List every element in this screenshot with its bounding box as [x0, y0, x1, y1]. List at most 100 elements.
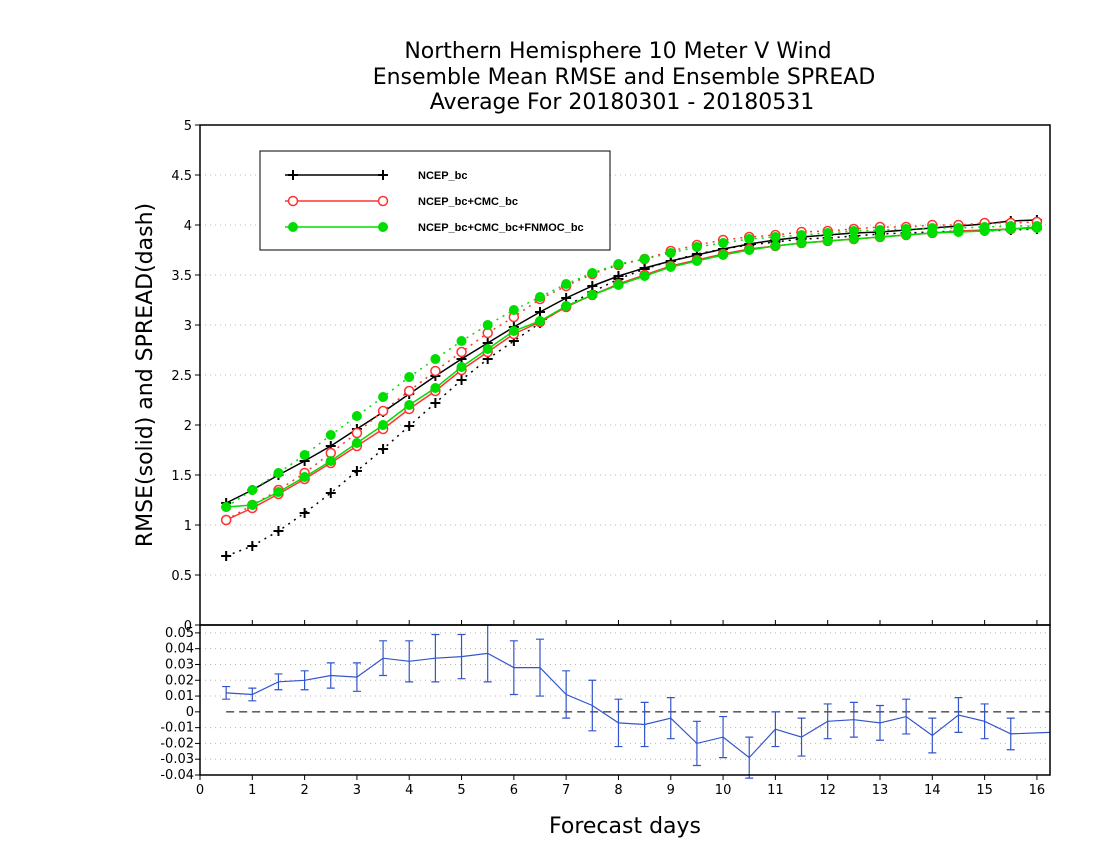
- error-bar: [719, 715, 728, 759]
- rmse-point: [587, 281, 598, 291]
- error-bar: [1006, 717, 1015, 751]
- bottom-plot-frame: [199, 624, 1051, 776]
- legend-label: NCEP_bc+CMC_bc: [418, 196, 518, 208]
- error-bar: [614, 698, 623, 748]
- spread-point: [404, 372, 415, 382]
- rmse-point: [665, 262, 676, 272]
- x-tick-label: 14: [924, 783, 941, 798]
- legend: NCEP_bc NCEP_bc+CMC_bc NCEP_bc+CMC_bc+FNMO…: [259, 150, 611, 251]
- rmse-point: [718, 250, 729, 260]
- rmse-point: [927, 228, 938, 238]
- error-bar: [431, 633, 440, 683]
- legend-entries: NCEP_bc NCEP_bc+CMC_bc NCEP_bc+CMC_bc+FNMO…: [285, 170, 584, 234]
- rmse-point: [691, 256, 702, 266]
- top-y-tick-label: 4.5: [171, 169, 192, 184]
- error-bar: [849, 701, 858, 738]
- error-bar: [248, 687, 257, 702]
- x-tick-label: 6: [510, 783, 518, 798]
- x-tick-label: 12: [819, 783, 836, 798]
- error-bar: [536, 638, 544, 697]
- top-gridlines: [200, 174, 1050, 576]
- rmse-point: [613, 280, 624, 290]
- error-bar: [980, 703, 989, 740]
- bottom-y-tick-label: -0.04: [160, 768, 194, 783]
- spread-point: [273, 526, 284, 536]
- legend-marker: [378, 222, 388, 232]
- rmse-point: [1005, 224, 1016, 234]
- bottom-y-tick-label: -0.01: [160, 721, 194, 736]
- error-bar: [876, 704, 884, 741]
- error-bar: [379, 640, 388, 677]
- legend-marker: [287, 195, 299, 207]
- error-bar: [405, 640, 414, 683]
- x-tick-label: 4: [405, 783, 413, 798]
- bottom-y-tick-label: -0.02: [160, 736, 194, 751]
- bottom-y-tick-label: 0: [186, 705, 194, 720]
- spread-point: [744, 234, 755, 244]
- error-bar: [928, 717, 937, 754]
- spread-point: [639, 254, 650, 264]
- error-bar: [823, 703, 832, 740]
- rmse-point: [325, 456, 336, 466]
- spread-point: [299, 450, 310, 460]
- top-y-tick-label: 2.5: [171, 369, 192, 384]
- top-y-tick-label: 2: [184, 419, 192, 434]
- legend-item-1: NCEP_bc: [285, 170, 468, 182]
- rmse-point: [1031, 223, 1042, 233]
- x-tick-label: 7: [562, 783, 570, 798]
- rmse-point: [273, 487, 284, 497]
- x-tick-label: 16: [1029, 783, 1046, 798]
- spread-point: [718, 238, 729, 248]
- error-bar: [457, 633, 466, 680]
- legend-item-2: NCEP_bc+CMC_bc: [285, 195, 518, 208]
- spread-point: [247, 485, 258, 495]
- spread-point: [378, 392, 389, 402]
- error-bar: [562, 670, 571, 719]
- difference-line: [226, 652, 1051, 759]
- bottom-y-tick-label: 0.05: [165, 626, 194, 641]
- x-tick-label: 5: [457, 783, 465, 798]
- rmse-point: [221, 502, 232, 512]
- spread-point: [325, 488, 336, 498]
- top-y-tick-label: 1: [184, 519, 192, 534]
- x-tick-label: 10: [715, 783, 732, 798]
- x-axis-ticks: 0 1 2 3 4 5 6 7 8 9 10 11 12 13 14 15 16: [196, 620, 1045, 798]
- spread-point: [508, 305, 519, 315]
- x-tick-label: 8: [614, 783, 622, 798]
- spread-point: [535, 292, 545, 302]
- spread-point: [665, 248, 676, 258]
- chart-title: Northern Hemisphere 10 Meter V Wind Ense…: [373, 39, 876, 115]
- rmse-point: [404, 400, 415, 410]
- error-bar: [588, 679, 597, 732]
- top-y-axis-ticks: 0 0.5 1 1.5 2 2.5 3 3.5 4 4.5 5: [171, 119, 200, 634]
- error-bar: [692, 720, 701, 767]
- spread-point: [561, 279, 572, 289]
- error-bar: [902, 698, 911, 735]
- rmse-point: [587, 290, 598, 300]
- legend-label: NCEP_bc: [418, 170, 468, 182]
- spread-point: [587, 268, 598, 278]
- spread-point: [325, 430, 336, 440]
- rmse-point: [299, 472, 310, 482]
- error-bar: [509, 640, 518, 696]
- rmse-point: [744, 245, 755, 255]
- x-tick-label: 1: [248, 783, 256, 798]
- spread-point: [456, 346, 467, 358]
- spread-point: [430, 398, 441, 408]
- top-y-tick-label: 0: [184, 619, 192, 634]
- top-y-tick-label: 1.5: [171, 469, 192, 484]
- rmse-point: [535, 307, 545, 317]
- error-bar: [222, 685, 231, 700]
- spread-point: [351, 466, 362, 476]
- legend-item-3: NCEP_bc+CMC_bc+FNMOC_bc: [285, 222, 584, 234]
- rmse-point: [430, 383, 441, 393]
- spread-point: [770, 232, 781, 242]
- rmse-point: [639, 271, 650, 281]
- x-tick-label: 3: [353, 783, 361, 798]
- spread-point: [247, 541, 258, 551]
- bottom-y-tick-label: 0.01: [165, 689, 194, 704]
- spread-point: [404, 421, 415, 431]
- y-axis-label: RMSE(solid) and SPREAD(dash): [133, 203, 158, 547]
- top-y-tick-label: 0.5: [171, 569, 192, 584]
- rmse-point: [822, 236, 833, 246]
